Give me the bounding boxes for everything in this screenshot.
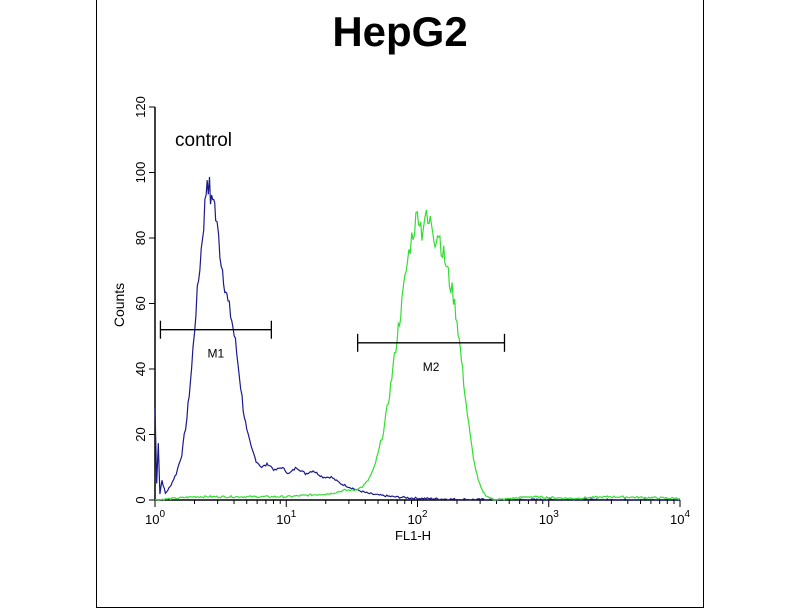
x-tick-label: 102 (407, 509, 427, 527)
x-tick-label: 104 (670, 509, 690, 527)
x-tick-label: 101 (276, 509, 296, 527)
y-tick-label: 100 (133, 162, 148, 184)
y-tick-label: 0 (133, 496, 148, 503)
y-tick-label: 80 (133, 231, 148, 245)
histogram-series-1 (154, 176, 680, 501)
y-tick-label: 60 (133, 296, 148, 310)
axes: 0 20 40 60 80 100 120 100 101 102 103 104 (133, 96, 690, 527)
x-tick-label: 103 (539, 509, 559, 527)
x-axis-label: FL1-H (395, 528, 431, 543)
chart-title: HepG2 (332, 8, 468, 55)
x-tick-label: 100 (145, 509, 165, 527)
marker-m1: M1 (159, 320, 273, 361)
histogram-series-2 (154, 209, 681, 501)
y-tick-label: 120 (133, 96, 148, 118)
control-annotation: control (175, 130, 232, 151)
gate-markers: M1 M2 (159, 320, 506, 374)
y-tick-label: 20 (133, 427, 148, 441)
series-layer (154, 176, 681, 501)
marker-label: M1 (208, 347, 225, 361)
y-tick-label: 40 (133, 362, 148, 376)
marker-m2: M2 (357, 333, 506, 374)
y-axis-label: Counts (111, 283, 127, 327)
marker-label: M2 (423, 360, 440, 374)
